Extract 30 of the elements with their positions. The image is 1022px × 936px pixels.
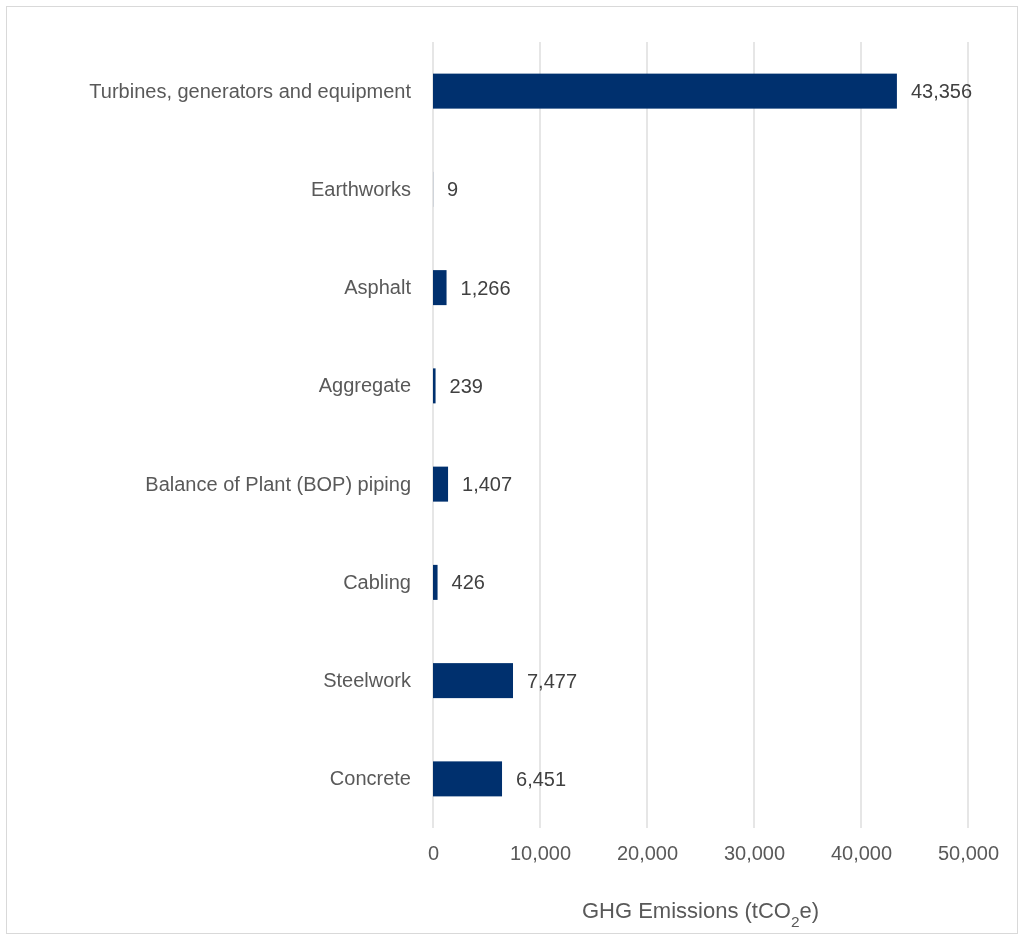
bar: [433, 368, 436, 404]
x-tick-label: 10,000: [509, 842, 572, 865]
x-tick-label: 20,000: [616, 842, 679, 865]
y-tick-label: Asphalt: [344, 276, 412, 299]
data-label: 239: [449, 374, 483, 397]
y-tick-label: Aggregate: [318, 374, 411, 397]
y-tick-label: Balance of Plant (BOP) piping: [145, 472, 411, 495]
x-axis-title: GHG Emissions (tCO$_{2}$e): [581, 898, 820, 930]
bar: [433, 73, 897, 109]
y-tick-label: Cabling: [343, 570, 411, 593]
data-label: 6,451: [516, 767, 567, 790]
bar: [433, 270, 447, 306]
x-tick-label: 50,000: [937, 842, 1000, 865]
bar: [433, 761, 503, 797]
data-label: 1,266: [460, 276, 511, 299]
bar: [433, 466, 449, 502]
bar: [433, 564, 438, 600]
y-tick-label: Earthworks: [310, 177, 411, 200]
y-tick-label: Turbines, generators and equipment: [89, 79, 412, 102]
x-tick-label: 40,000: [830, 842, 893, 865]
data-label: 43,356: [910, 80, 973, 103]
data-label: 9: [447, 178, 459, 201]
data-label: 426: [451, 571, 485, 594]
data-label: 7,477: [527, 669, 578, 692]
bar: [433, 663, 513, 699]
y-tick-label: Steelwork: [323, 669, 412, 692]
x-tick-label: 0: [427, 842, 440, 865]
y-tick-label: Concrete: [329, 767, 411, 790]
x-tick-label: 30,000: [723, 842, 786, 865]
data-label: 1,407: [462, 473, 513, 496]
